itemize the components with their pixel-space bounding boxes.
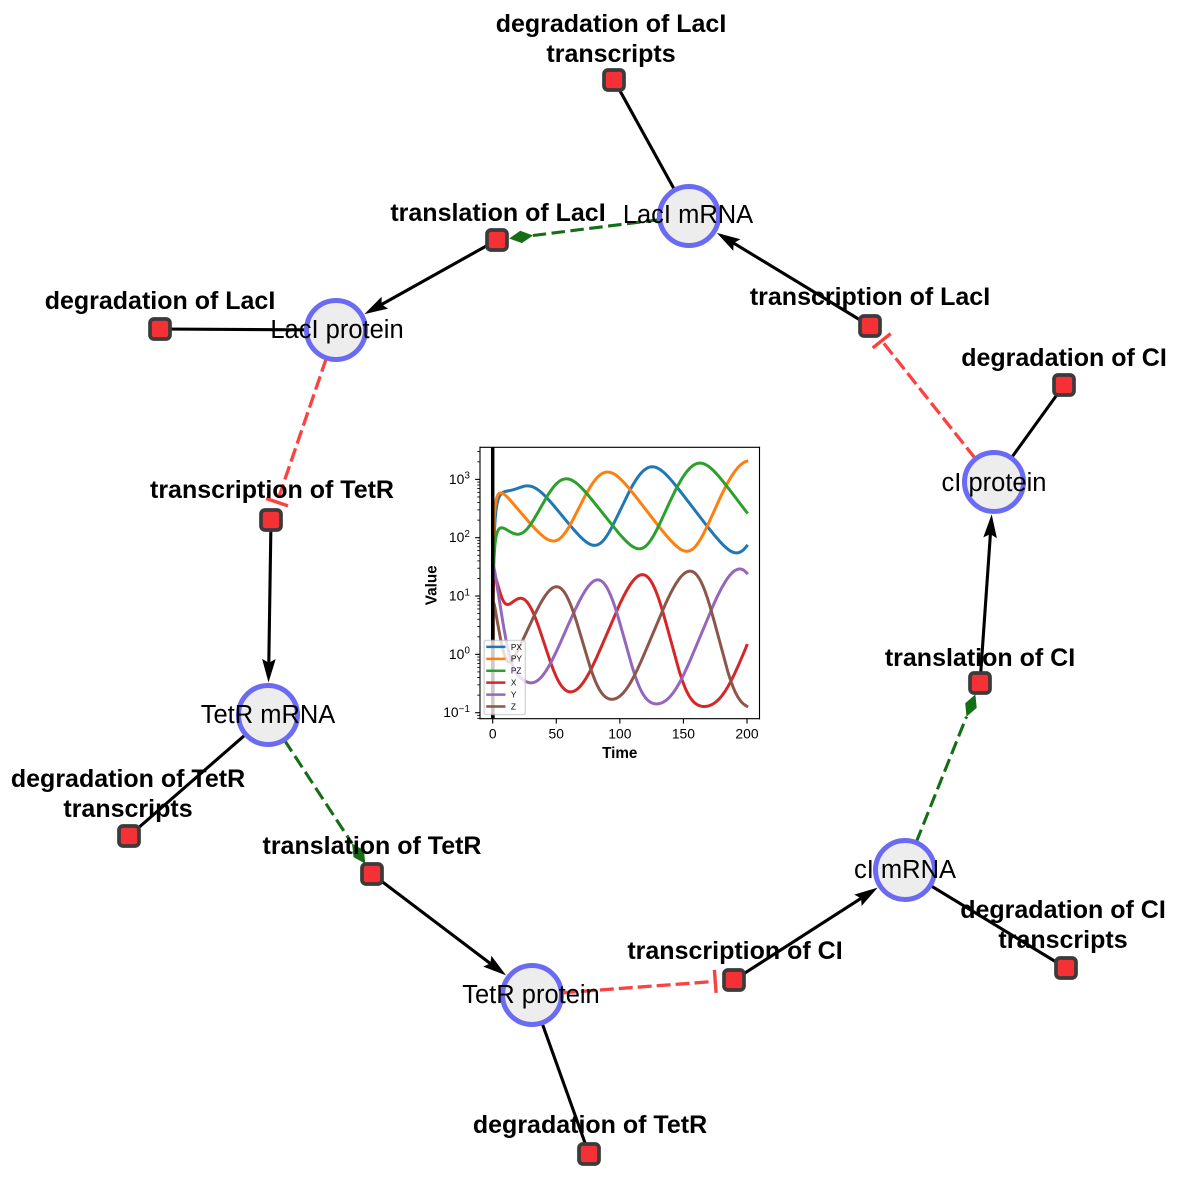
svg-text:Time: Time bbox=[602, 745, 637, 758]
svg-text:PZ: PZ bbox=[511, 666, 522, 676]
svg-text:50: 50 bbox=[549, 726, 565, 742]
svg-text:200: 200 bbox=[735, 726, 758, 742]
svg-text:1 0 0: 1 0 0 bbox=[449, 639, 471, 664]
svg-text:0: 0 bbox=[489, 726, 497, 742]
svg-text:Z: Z bbox=[511, 702, 516, 712]
svg-text:100: 100 bbox=[608, 726, 631, 742]
svg-text:X: X bbox=[511, 678, 517, 688]
svg-text:1 0 3: 1 0 3 bbox=[449, 464, 471, 489]
svg-text:1 0 −: 1 0 − 1 bbox=[443, 692, 470, 722]
svg-text:PY: PY bbox=[511, 654, 523, 664]
svg-text:1 0 2: 1 0 2 bbox=[449, 522, 471, 547]
svg-text:PX: PX bbox=[511, 642, 523, 652]
svg-text:150: 150 bbox=[672, 726, 695, 742]
svg-text:Y: Y bbox=[511, 690, 517, 700]
svg-text:Value: Value bbox=[424, 565, 441, 605]
svg-text:1 0 1: 1 0 1 bbox=[449, 580, 471, 605]
